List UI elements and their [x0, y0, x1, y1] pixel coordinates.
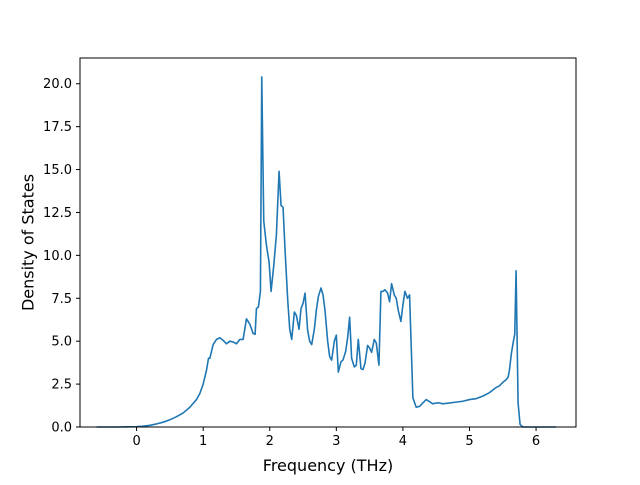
x-tick-label: 0 [132, 434, 140, 449]
y-tick-label: 2.5 [51, 378, 72, 393]
x-axis-title: Frequency (THz) [263, 456, 393, 475]
plot-frame [79, 57, 577, 428]
y-axis-ticks: 0.0 2.5 5.0 7.5 10.0 12.5 15.0 17.5 20.0 [43, 77, 80, 436]
dos-series-line [96, 76, 557, 428]
x-axis-ticks: 0 1 2 3 4 5 6 [132, 427, 540, 449]
x-tick-label: 4 [399, 434, 407, 449]
y-tick-label: 12.5 [43, 206, 72, 221]
x-tick-label: 6 [532, 434, 540, 449]
y-tick-label: 17.5 [43, 120, 72, 135]
y-tick-label: 0.0 [51, 421, 72, 436]
x-tick-label: 2 [266, 434, 274, 449]
y-tick-label: 5.0 [51, 335, 72, 350]
series-layer [96, 76, 557, 428]
x-tick-label: 1 [199, 434, 207, 449]
y-tick-label: 7.5 [51, 292, 72, 307]
y-tick-label: 10.0 [43, 249, 72, 264]
x-tick-label: 5 [465, 434, 473, 449]
y-tick-label: 20.0 [43, 77, 72, 92]
x-tick-label: 3 [332, 434, 340, 449]
y-tick-label: 15.0 [43, 163, 72, 178]
y-axis-title: Density of States [19, 174, 38, 311]
